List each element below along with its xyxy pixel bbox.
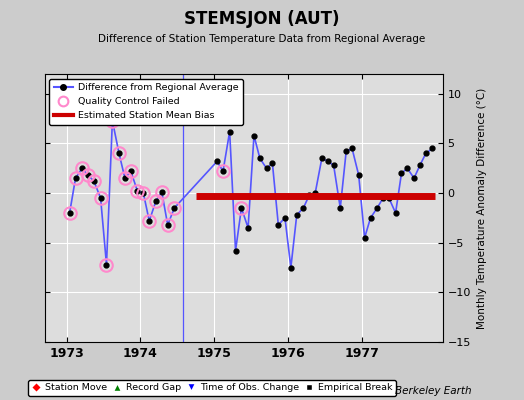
- Legend: Station Move, Record Gap, Time of Obs. Change, Empirical Break: Station Move, Record Gap, Time of Obs. C…: [28, 380, 396, 396]
- Text: Difference of Station Temperature Data from Regional Average: Difference of Station Temperature Data f…: [99, 34, 425, 44]
- Y-axis label: Monthly Temperature Anomaly Difference (°C): Monthly Temperature Anomaly Difference (…: [476, 87, 487, 329]
- Text: Berkeley Earth: Berkeley Earth: [395, 386, 472, 396]
- Text: STEMSJON (AUT): STEMSJON (AUT): [184, 10, 340, 28]
